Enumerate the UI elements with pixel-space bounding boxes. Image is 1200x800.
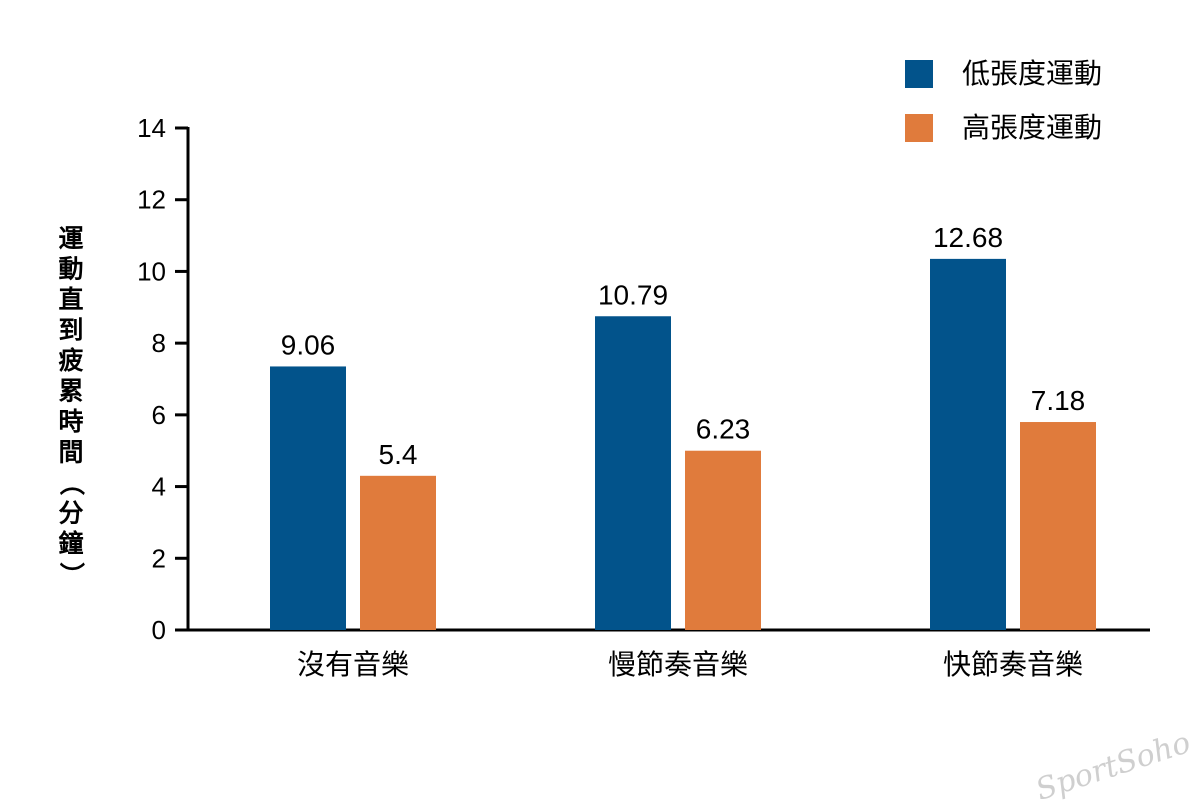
y-axis-title-char: 累 — [58, 377, 83, 406]
bar-high-intensity-1 — [360, 475, 436, 630]
legend-label-high-intensity: 高張度運動 — [962, 111, 1102, 144]
y-axis-title-char: ） — [57, 562, 86, 587]
category-label-2: 慢節奏音樂 — [608, 648, 748, 681]
y-axis-title-char: 疲 — [58, 346, 83, 375]
y-tick-label: 0 — [152, 615, 166, 645]
y-tick-label: 14 — [137, 113, 166, 143]
y-axis-title-char: （ — [57, 470, 86, 495]
y-axis-title-char: 直 — [58, 285, 83, 314]
y-axis-ticks: 0 2 4 6 8 10 12 14 — [137, 113, 188, 645]
x-axis-categories: 沒有音樂 慢節奏音樂 快節奏音樂 — [297, 648, 1083, 681]
y-tick-label: 12 — [137, 185, 166, 215]
data-label-high-intensity-3: 7.18 — [1031, 385, 1086, 416]
data-label-high-intensity-2: 6.23 — [696, 414, 751, 445]
data-label-low-intensity-1: 9.06 — [281, 329, 336, 360]
y-axis-title-char: 分 — [58, 499, 83, 528]
y-axis-title-char: 到 — [58, 316, 83, 345]
bar-low-intensity-3 — [930, 258, 1006, 630]
category-label-3: 快節奏音樂 — [943, 648, 1083, 681]
legend-label-low-intensity: 低張度運動 — [962, 57, 1102, 90]
y-tick-label: 4 — [152, 472, 166, 502]
y-axis-title-char: 間 — [58, 438, 83, 467]
y-tick-label: 10 — [137, 256, 166, 286]
y-axis-title-char: 動 — [58, 255, 83, 284]
bar-high-intensity-3 — [1020, 422, 1096, 630]
bars-group: 9.06 10.79 12.68 5.4 6.23 7.18 — [270, 222, 1096, 630]
data-label-low-intensity-2: 10.79 — [598, 279, 668, 310]
bar-low-intensity-2 — [595, 316, 671, 630]
y-axis-title-char: 運 — [58, 224, 83, 253]
y-axis-title-char: 鐘 — [58, 529, 83, 558]
watermark-logo: SportSoho — [1032, 725, 1195, 800]
y-tick-label: 2 — [152, 543, 166, 573]
legend: 低張度運動 高張度運動 — [905, 57, 1102, 144]
y-tick-label: 8 — [152, 328, 166, 358]
bar-low-intensity-1 — [270, 366, 346, 630]
legend-swatch-low-intensity — [905, 60, 933, 88]
data-label-high-intensity-1: 5.4 — [379, 439, 418, 470]
category-label-1: 沒有音樂 — [297, 648, 409, 681]
y-tick-label: 6 — [152, 400, 166, 430]
legend-swatch-high-intensity — [905, 114, 933, 142]
bar-high-intensity-2 — [685, 450, 761, 630]
data-label-low-intensity-3: 12.68 — [933, 222, 1003, 253]
y-axis-title-char: 時 — [58, 407, 83, 436]
